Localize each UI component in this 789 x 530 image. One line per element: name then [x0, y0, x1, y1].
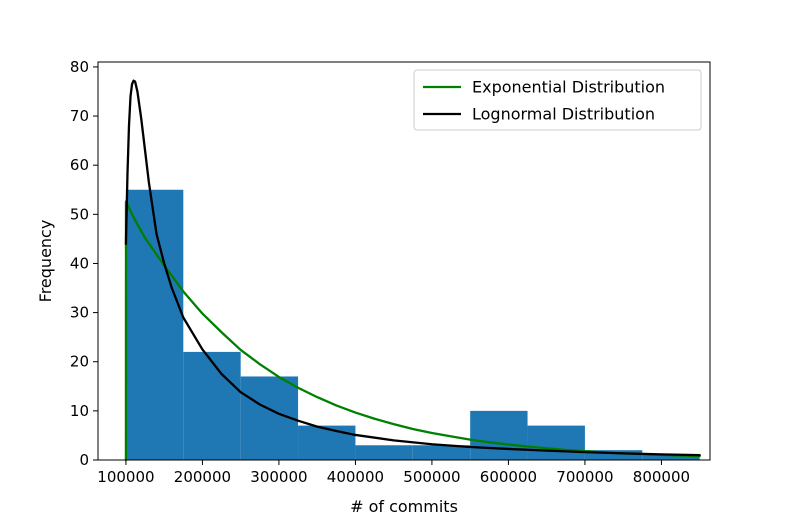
x-tick-label: 400000 [327, 468, 384, 486]
legend-label: Lognormal Distribution [472, 105, 655, 124]
histogram-bar [527, 425, 585, 460]
legend-label: Exponential Distribution [472, 78, 665, 97]
y-tick-label: 0 [79, 451, 89, 469]
histogram-bar [470, 410, 528, 460]
y-tick-label: 80 [70, 58, 89, 76]
histogram-bar [355, 445, 413, 460]
y-tick-label: 50 [70, 205, 89, 223]
x-tick-label: 800000 [633, 468, 690, 486]
y-axis-label: Frequency [36, 220, 55, 303]
histogram-bar [642, 455, 700, 460]
legend-box [413, 69, 702, 131]
x-tick-label: 600000 [480, 468, 537, 486]
y-tick-label: 20 [70, 353, 89, 371]
axis-ticks: 100000 200000 300000 400000 500000 600000 7000… [70, 58, 690, 486]
x-tick-label: 500000 [403, 468, 460, 486]
plot-frame [97, 61, 711, 461]
y-tick-label: 40 [70, 254, 89, 272]
x-tick-label: 300000 [250, 468, 307, 486]
x-tick-label: 700000 [556, 468, 613, 486]
x-tick-label: 200000 [174, 468, 231, 486]
histogram-bar [125, 189, 184, 460]
y-tick-label: 30 [70, 304, 89, 322]
fit-lines [124, 79, 701, 462]
series-line [124, 79, 701, 457]
y-tick-label: 10 [70, 402, 89, 420]
x-tick-label: 100000 [97, 468, 154, 486]
y-tick-label: 60 [70, 156, 89, 174]
histogram-bars [125, 189, 700, 460]
x-axis-label: # of commits [350, 497, 458, 516]
y-tick-label: 70 [70, 107, 89, 125]
histogram-bar [183, 351, 241, 460]
legend: Exponential Distribution Lognormal Distri… [413, 69, 702, 131]
histogram-bar [412, 445, 471, 460]
histogram-bar [584, 450, 643, 460]
histogram-bar [298, 425, 356, 460]
